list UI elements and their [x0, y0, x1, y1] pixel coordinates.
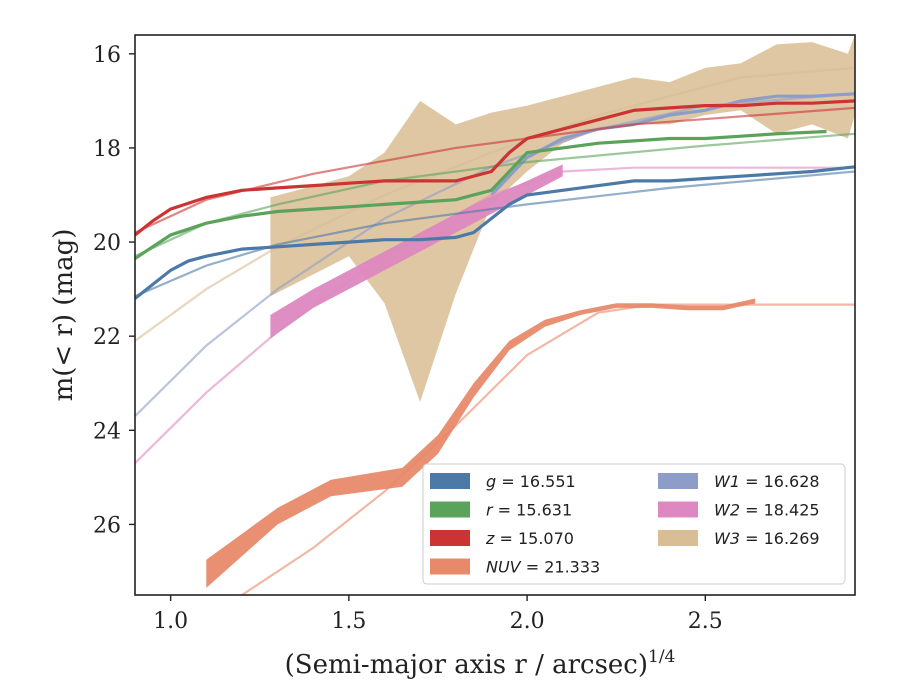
series-g-line [135, 165, 855, 300]
y-tick-label: 22 [93, 325, 121, 350]
y-axis-label: m(< r) (mag) [49, 229, 79, 402]
legend-swatch-g [430, 473, 470, 489]
series-w3-band [270, 35, 855, 403]
legend-label-g: g = 16.551 [486, 472, 576, 491]
y-tick-label: 24 [93, 419, 121, 444]
plot-frame [134, 34, 856, 596]
legend-label-w1: W1 = 16.628 [714, 472, 820, 491]
x-tick-label: 2.0 [510, 609, 545, 634]
legend-swatch-w3 [658, 530, 698, 546]
legend-swatch-w2 [658, 501, 698, 518]
series-nuv-model-line [241, 303, 855, 595]
series-r-line [135, 129, 827, 260]
series-w1-model-line [135, 92, 855, 417]
y-tick-label: 18 [93, 137, 121, 162]
series-z-line [135, 99, 855, 237]
y-tick-label: 16 [93, 43, 121, 68]
legend-swatch-z [430, 530, 470, 546]
x-axis-label: (Semi-major axis r / arcsec)1/4 [285, 647, 676, 680]
legend-swatch-nuv [430, 558, 470, 575]
legend: g = 16.551 r = 15.631 z = 15.070 NUV = 21.3… [422, 463, 846, 585]
x-axis-label-exponent: 1/4 [648, 647, 675, 667]
series-z-model-line [135, 106, 855, 234]
legend-label-w3: W3 = 16.269 [714, 529, 820, 548]
series-layer [135, 35, 855, 595]
series-w2-band [270, 164, 563, 339]
legend-label-nuv: NUV = 21.333 [486, 558, 600, 577]
legend-label-r: r = 15.631 [486, 501, 572, 520]
x-tick-label: 2.5 [688, 609, 723, 634]
series-g-model-line [135, 170, 855, 298]
x-tick-label: 1.5 [331, 609, 366, 634]
legend-box [422, 463, 846, 585]
y-tick-label: 20 [93, 231, 121, 256]
x-tick-label: 1.0 [153, 609, 188, 634]
legend-label-w2: W2 = 18.425 [714, 501, 820, 520]
legend-label-z: z = 15.070 [485, 529, 574, 548]
legend-swatch-w1 [658, 473, 698, 489]
series-w1-line [490, 92, 855, 197]
series-w2-model-line [135, 166, 855, 464]
ticks-layer: 1.0 1.5 2.0 2.5 16 18 20 22 24 26 [93, 43, 723, 634]
legend-swatch-r [430, 501, 470, 518]
y-tick-label: 26 [93, 513, 121, 538]
